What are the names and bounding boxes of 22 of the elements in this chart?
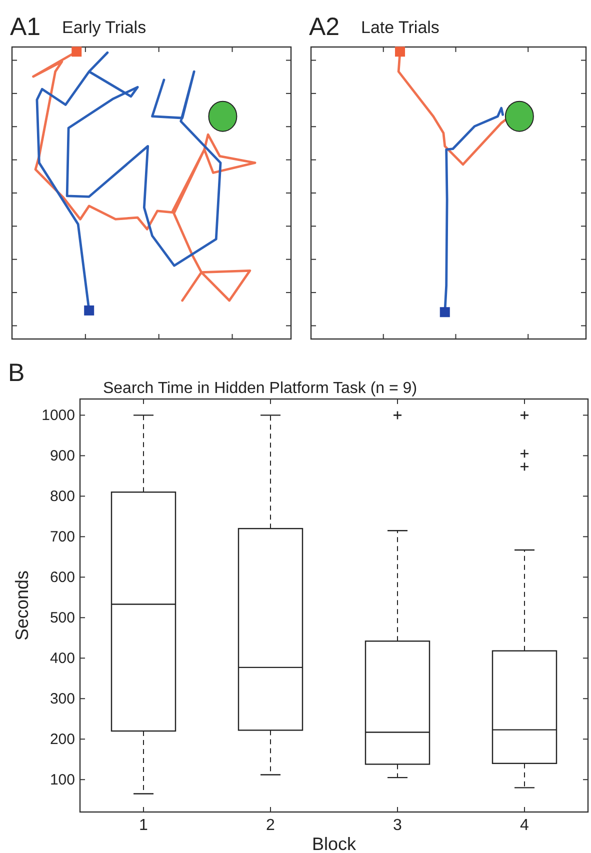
x-tick-label: 2 bbox=[266, 817, 276, 834]
text: A1 bbox=[10, 13, 41, 41]
x-tick-label: 3 bbox=[393, 817, 402, 834]
y-tick-label: 1000 bbox=[42, 407, 75, 424]
y-tick-label: 900 bbox=[50, 448, 75, 465]
x-axis-title: Block bbox=[312, 834, 358, 853]
y-tick-label: 300 bbox=[50, 690, 75, 708]
y-tick-label: 600 bbox=[50, 569, 75, 586]
y-tick-label: 800 bbox=[50, 488, 75, 506]
x-tick-label: 4 bbox=[520, 817, 530, 834]
y-tick-label: 500 bbox=[50, 610, 75, 627]
y-tick-label: 400 bbox=[50, 650, 75, 668]
chart-title: Search Time in Hidden Platform Task (n = 9) bbox=[102, 380, 418, 397]
text: A2 bbox=[309, 13, 340, 41]
text: B bbox=[8, 359, 25, 387]
y-tick-label: 200 bbox=[50, 731, 75, 748]
y-tick-label: 700 bbox=[50, 528, 75, 546]
y-tick-label: 100 bbox=[50, 772, 75, 789]
x-tick-label: 1 bbox=[139, 817, 148, 834]
text: Late Trials bbox=[361, 18, 440, 37]
y-axis-title: Seconds bbox=[12, 570, 32, 641]
text: Early Trials bbox=[62, 18, 146, 37]
